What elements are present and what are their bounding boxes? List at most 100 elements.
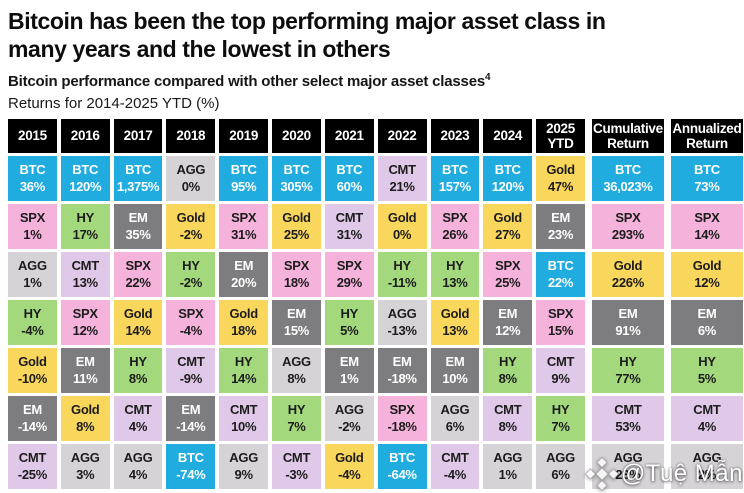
asset-return-value: 4% — [697, 418, 717, 434]
asset-return-value: 8% — [498, 370, 518, 386]
column-header: 2017 — [113, 119, 163, 153]
asset-cell: BTC -74% — [166, 444, 216, 489]
asset-label: SPX — [283, 257, 310, 273]
asset-label: CMT — [71, 257, 100, 273]
asset-cell: BTC 36,023% — [591, 156, 664, 201]
asset-return-value: 6% — [697, 322, 717, 338]
asset-return-value: 1% — [23, 274, 42, 290]
asset-cell: SPX 29% — [324, 252, 374, 297]
asset-return-value: 21% — [389, 178, 415, 194]
asset-cell: Gold 0% — [377, 204, 427, 249]
asset-label: CMT — [177, 353, 205, 369]
asset-cell: AGG 9% — [219, 444, 269, 489]
asset-cell: Gold 13% — [430, 300, 480, 345]
asset-cell: AGG 8% — [272, 348, 321, 393]
asset-cell: CMT -25% — [8, 444, 57, 489]
asset-label: CMT — [546, 353, 575, 369]
asset-label: SPX — [19, 209, 45, 225]
asset-label: BTC — [694, 161, 720, 177]
returns-period-caption: Returns for 2014-2025 YTD (%) — [8, 95, 220, 112]
asset-return-value: 120% — [69, 178, 102, 194]
asset-label: BTC — [177, 449, 204, 465]
asset-label: BTC — [230, 161, 257, 177]
asset-label: EM — [75, 353, 95, 369]
asset-cell: SPX 31% — [219, 204, 269, 249]
table-row: HY -4% SPX 12% Gold 14% SPX -4% Gold 18% EM 15% HY 5%… — [8, 300, 743, 345]
asset-cell: CMT 21% — [377, 156, 427, 201]
asset-label: HY — [498, 353, 517, 369]
asset-return-value: 13% — [72, 274, 98, 290]
asset-label: BTC — [389, 449, 415, 465]
asset-cell: HY 8% — [483, 348, 533, 393]
asset-return-value: 23% — [615, 466, 641, 482]
asset-cell: SPX 25% — [483, 252, 533, 297]
asset-return-value: -18% — [387, 418, 417, 434]
asset-return-value: 8% — [76, 418, 95, 434]
asset-return-value: 12% — [495, 322, 521, 338]
asset-label: Gold — [493, 209, 523, 225]
asset-return-value: 4% — [128, 466, 148, 482]
asset-label: SPX — [389, 401, 415, 417]
asset-label: Gold — [176, 209, 206, 225]
asset-cell: HY 5% — [324, 300, 374, 345]
asset-label: Gold — [282, 209, 311, 225]
column-header: 2024 — [483, 119, 533, 153]
asset-return-value: 1% — [340, 370, 359, 386]
asset-label: HY — [23, 305, 42, 321]
asset-label: HY — [287, 401, 306, 417]
asset-label: CMT — [335, 209, 364, 225]
asset-return-value: 15% — [547, 322, 574, 338]
asset-cell: AGG 4% — [113, 444, 163, 489]
asset-label: BTC — [19, 161, 46, 177]
asset-return-value: 53% — [615, 418, 641, 434]
asset-cell: EM 23% — [536, 204, 585, 249]
asset-return-value: 8% — [287, 370, 306, 386]
asset-cell: CMT 53% — [591, 396, 664, 441]
asset-return-value: 5% — [340, 322, 359, 338]
asset-label: BTC — [125, 161, 151, 177]
asset-cell: HY 8% — [113, 348, 163, 393]
asset-cell: EM 12% — [483, 300, 533, 345]
asset-label: BTC — [72, 161, 99, 177]
asset-cell: SPX 22% — [113, 252, 163, 297]
column-header: 2018 — [166, 119, 216, 153]
asset-cell: SPX 26% — [430, 204, 480, 249]
asset-return-value: 14% — [694, 226, 720, 242]
asset-cell: SPX -18% — [377, 396, 427, 441]
asset-label: AGG — [692, 449, 722, 465]
asset-return-value: 31% — [231, 226, 257, 242]
asset-return-value: 11% — [73, 370, 98, 386]
asset-cell: BTC 36% — [8, 156, 57, 201]
asset-return-value: 29% — [336, 274, 362, 290]
asset-return-value: 77% — [615, 370, 641, 386]
asset-cell: CMT 13% — [60, 252, 110, 297]
asset-label: SPX — [72, 305, 98, 321]
asset-cell: CMT -3% — [272, 444, 321, 489]
asset-label: SPX — [547, 305, 574, 321]
asset-return-value: 9% — [551, 370, 570, 386]
asset-return-value: 10% — [231, 418, 257, 434]
asset-label: BTC — [615, 161, 641, 177]
asset-label: EM — [498, 305, 518, 321]
asset-return-value: -10% — [17, 370, 47, 386]
asset-return-value: -2% — [179, 274, 203, 290]
asset-label: SPX — [495, 257, 521, 273]
asset-cell: EM -14% — [166, 396, 216, 441]
asset-return-value: -2% — [179, 226, 203, 242]
asset-label: HY — [76, 209, 94, 225]
asset-label: CMT — [441, 449, 469, 465]
asset-cell: HY 13% — [430, 252, 480, 297]
asset-return-value: 6% — [445, 418, 465, 434]
asset-label: EM — [234, 257, 254, 273]
asset-label: Gold — [613, 257, 643, 273]
asset-return-value: 36,023% — [603, 178, 653, 194]
asset-label: EM — [697, 305, 717, 321]
column-header: Cumulative Return — [591, 119, 664, 153]
asset-label: EM — [551, 209, 570, 225]
asset-label: EM — [287, 305, 306, 321]
asset-return-value: 22% — [547, 274, 574, 290]
column-header: 2023 — [430, 119, 480, 153]
asset-cell: HY 17% — [60, 204, 110, 249]
asset-label: BTC — [494, 161, 521, 177]
